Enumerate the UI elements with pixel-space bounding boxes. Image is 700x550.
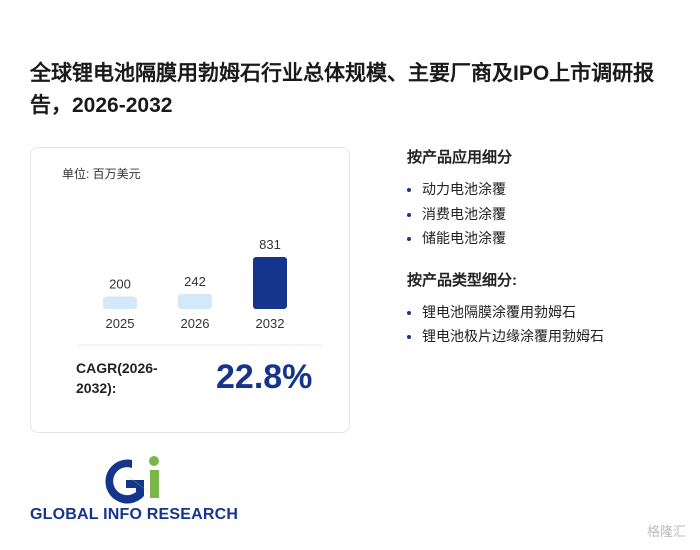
- cagr-label: CAGR(2026-2032):: [76, 360, 158, 396]
- segment-list: 动力电池涂覆消费电池涂覆储能电池涂覆: [407, 177, 687, 251]
- x-tick-label: 2025: [106, 316, 135, 331]
- bar-chart: 200 2025 242 2026 831 2032: [78, 237, 322, 346]
- chart-card: [30, 147, 350, 433]
- x-tick-label: 2032: [256, 316, 285, 331]
- segment-item: 锂电池极片边缘涂覆用勃姆石: [422, 324, 687, 349]
- value-label: 831: [259, 237, 281, 252]
- value-label: 200: [109, 276, 131, 291]
- cagr-value: 22.8%: [216, 358, 313, 396]
- x-tick-label: 2026: [181, 316, 210, 331]
- segment-item: 动力电池涂覆: [422, 177, 687, 202]
- unit-label: 单位: 百万美元: [62, 167, 141, 181]
- segment-item: 消费电池涂覆: [422, 202, 687, 227]
- report-title: 全球锂电池隔膜用勃姆石行业总体规模、主要厂商及IPO上市调研报告，2026-20…: [30, 62, 655, 117]
- segment-item: 储能电池涂覆: [422, 226, 687, 251]
- logo-graphic: [105, 456, 159, 504]
- segment-list: 锂电池隔膜涂覆用勃姆石锂电池极片边缘涂覆用勃姆石: [407, 300, 687, 349]
- segment-item: 锂电池隔膜涂覆用勃姆石: [422, 300, 687, 325]
- bar: [253, 257, 287, 309]
- logo-text: GLOBAL INFO RESEARCH: [30, 506, 239, 523]
- bar: [178, 293, 212, 309]
- segments: 按产品应用细分动力电池涂覆消费电池涂覆储能电池涂覆按产品类型细分: 锂电池隔膜涂覆…: [407, 146, 687, 367]
- segment-title: 按产品应用细分: [407, 149, 513, 166]
- segment-title: 按产品类型细分:: [407, 271, 517, 289]
- bar: [103, 296, 137, 309]
- watermark: 格隆汇: [646, 524, 686, 539]
- value-label: 242: [184, 274, 206, 289]
